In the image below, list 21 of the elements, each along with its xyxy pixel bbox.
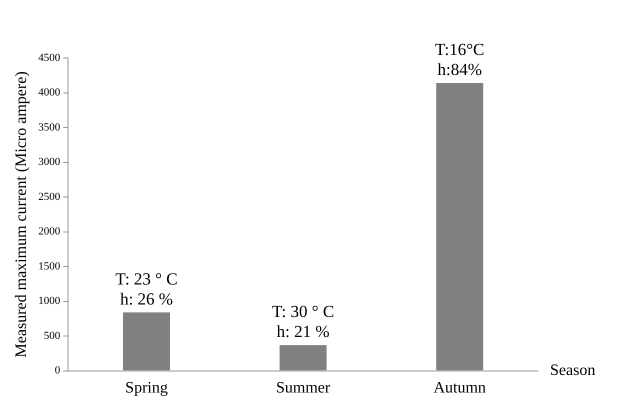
x-tick-label: Autumn bbox=[433, 380, 486, 397]
annotation: T: 23 ° C h: 26 % bbox=[115, 269, 178, 308]
annotation: T: 30 ° C h: 21 % bbox=[272, 302, 334, 342]
y-tick-label: 4500 bbox=[38, 52, 61, 64]
x-axis-title: Season bbox=[550, 362, 596, 380]
y-tick-label: 2500 bbox=[38, 190, 61, 203]
bar bbox=[436, 83, 484, 370]
y-tick-label: 500 bbox=[44, 330, 61, 342]
annotation: T:16°C h:84% bbox=[434, 40, 484, 79]
bar bbox=[280, 345, 327, 370]
y-tick-label: 1000 bbox=[38, 295, 61, 308]
y-tick-label: 1500 bbox=[38, 260, 61, 272]
y-tick-label: 3000 bbox=[38, 156, 61, 168]
y-tick-label: 4000 bbox=[38, 86, 61, 99]
x-tick-label: Spring bbox=[125, 380, 168, 397]
bar bbox=[123, 312, 170, 370]
y-tick-label: 3500 bbox=[38, 121, 61, 134]
x-tick-label: Summer bbox=[276, 380, 331, 397]
y-tick-label: 0 bbox=[54, 364, 61, 377]
y-axis-title: Measured maximum current (Micro ampere) bbox=[12, 71, 30, 358]
y-tick-label: 2000 bbox=[38, 226, 61, 238]
